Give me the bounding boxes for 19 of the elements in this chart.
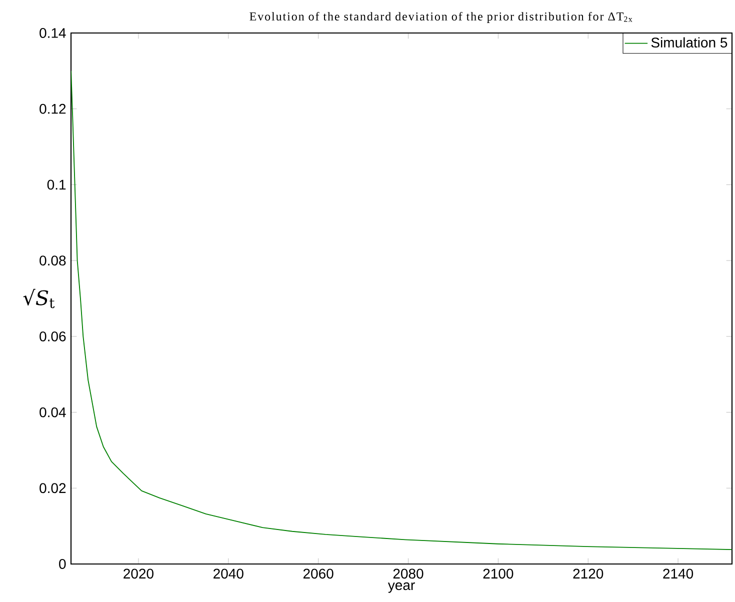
y-tick-label: 0.14	[40, 28, 66, 38]
x-tick-label: 2020	[124, 568, 154, 579]
y-tick-label: 0.02	[40, 483, 66, 494]
legend-label: Simulation 5	[651, 37, 728, 48]
y-tick-label: 0.06	[40, 331, 66, 342]
x-axis-title: year	[388, 582, 415, 593]
y-tick-label: 0.12	[40, 104, 66, 114]
y-tick-label: 0.1	[47, 180, 66, 190]
x-tick-label: 2040	[214, 568, 244, 579]
x-tick-label: 2140	[663, 568, 694, 579]
y-axis-title: √S$_{t}$	[23, 288, 55, 308]
y-tick-label: 0.04	[40, 407, 66, 418]
y-tick-label: 0	[59, 559, 66, 569]
chart-title: Evolution of the standard deviation of the prior distribution for ΔT$_{2x}$	[250, 12, 632, 23]
x-tick-label: 2120	[573, 568, 604, 579]
x-tick-label: 2060	[303, 568, 334, 579]
x-tick-label: 2100	[483, 568, 514, 579]
x-tick-label: 2080	[393, 568, 424, 579]
y-tick-label: 0.08	[40, 256, 66, 266]
